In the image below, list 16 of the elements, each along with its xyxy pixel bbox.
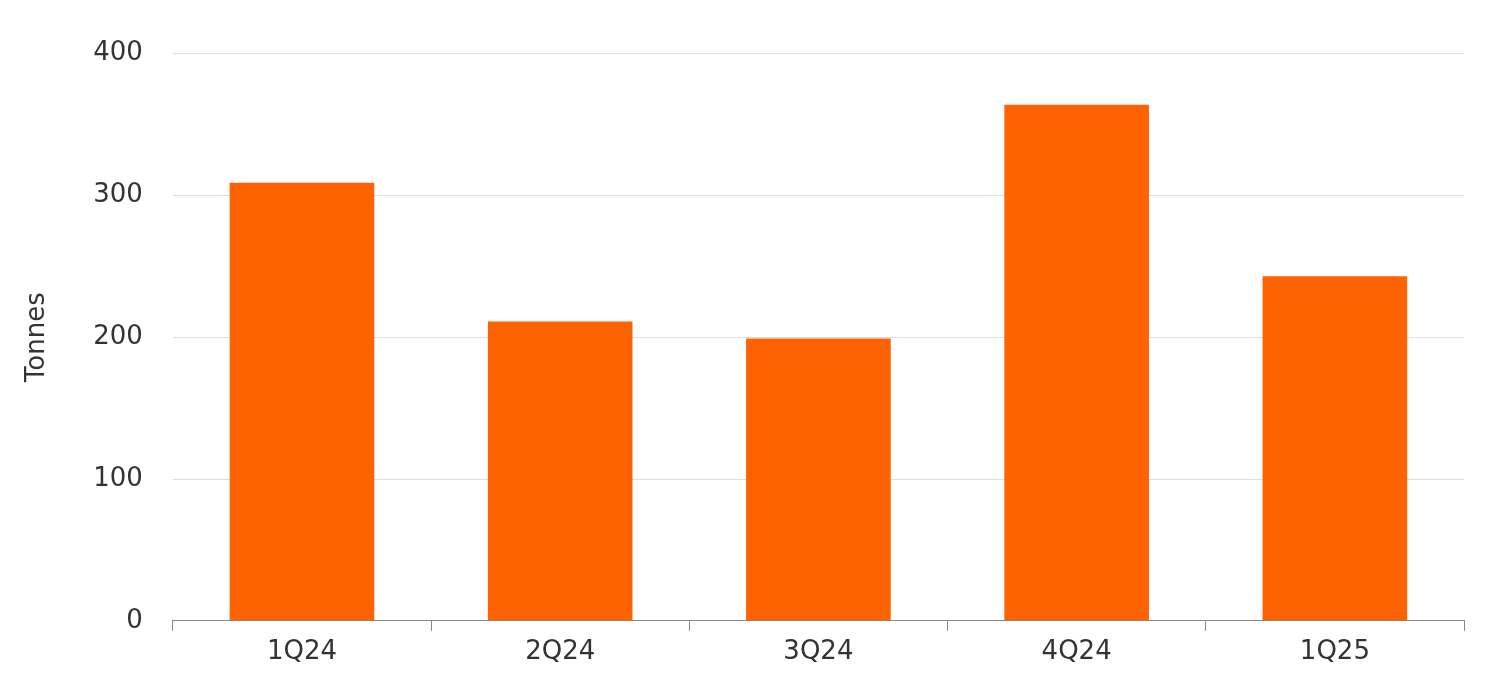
y-tick-label: 100 [93,461,143,492]
x-tick-label: 2Q24 [525,635,596,666]
bar [1262,276,1408,621]
y-axis-title: Tonnes [20,292,51,384]
x-tick-label: 4Q24 [1041,635,1112,666]
y-tick-label: 0 [126,603,143,634]
y-tick-label: 200 [93,319,143,350]
x-tick-label: 3Q24 [783,635,854,666]
bar [229,182,375,621]
bar [1004,104,1149,621]
x-tick-label: 1Q25 [1299,635,1370,666]
x-tick-label: 1Q24 [266,635,337,666]
bar [487,321,633,621]
y-tick-label: 300 [93,178,143,209]
y-tick-label: 400 [93,36,143,67]
bar [746,338,891,621]
